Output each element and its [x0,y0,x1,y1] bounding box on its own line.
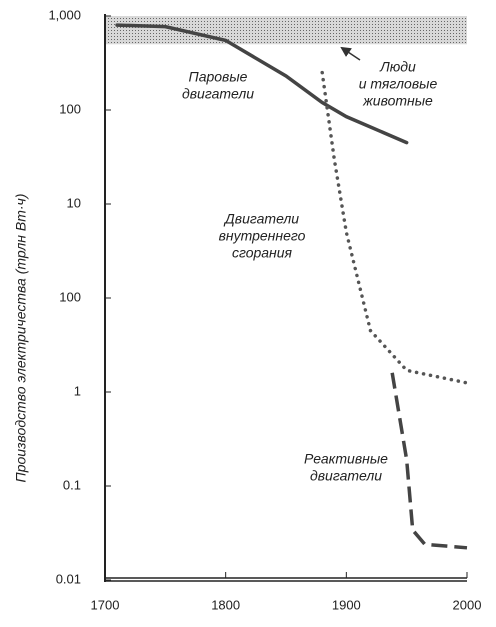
annotation: Люди [379,59,416,75]
series-line [320,70,469,385]
annotation: сгорания [232,245,293,261]
y-tick-label: 1,000 [48,7,81,22]
y-tick-label: 1 [74,383,81,398]
annotation: внутреннего [219,228,306,244]
annotation: животные [362,93,433,109]
x-tick-label: 1900 [332,597,361,612]
x-tick-label: 2000 [453,597,482,612]
arrow [340,46,361,61]
annotation: двигатели [310,468,382,484]
series-line [115,23,409,145]
annotation: двигатели [182,86,254,102]
y-tick-label: 10 [67,195,81,210]
band [105,16,467,45]
y-tick-label: 100 [59,289,81,304]
x-tick-label: 1800 [211,597,240,612]
y-tick-label: 100 [59,101,81,116]
y-tick-label: 0.01 [56,571,81,586]
x-tick-label: 1700 [91,597,120,612]
annotation: Паровые [189,69,248,85]
y-axis-label: Производство электричества (трлн Вт·ч) [13,194,29,483]
annotation: Реактивные [304,451,388,467]
annotation: и тягловые [359,76,438,92]
annotation: Двигатели [223,211,299,227]
y-tick-label: 0.1 [63,477,81,492]
series-line [390,372,468,550]
